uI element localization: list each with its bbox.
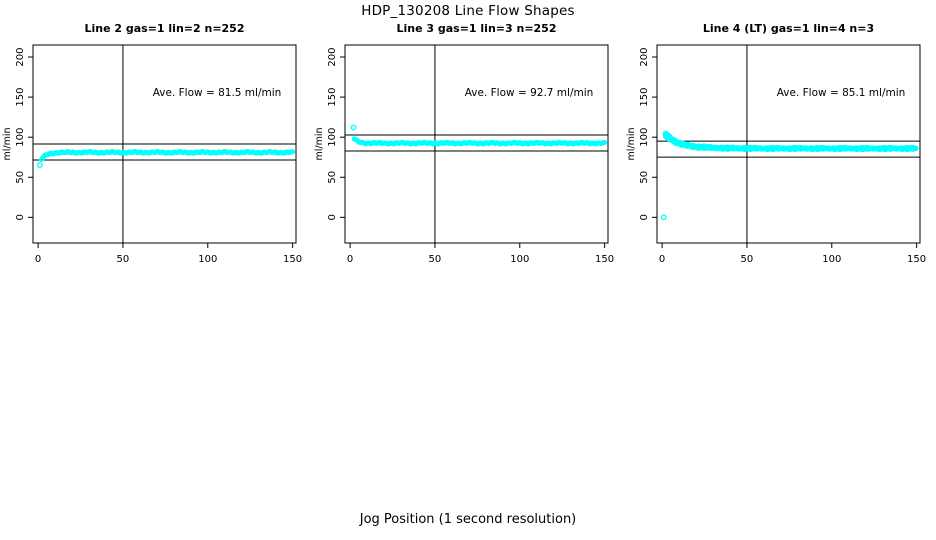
svg-text:200: 200	[639, 47, 650, 66]
y-tick-label: 50	[15, 171, 26, 184]
svg-text:150: 150	[327, 88, 338, 107]
plot-area: 0 50 100 150 0 50 100 150 200 ml/min Ave. Flow = 8…	[626, 44, 926, 265]
x-tick-label: 100	[198, 254, 217, 265]
y-tick-label: 50	[327, 171, 338, 184]
y-tick-label: 200	[15, 47, 26, 66]
y-axis-label: ml/min	[2, 127, 13, 160]
y-tick-label: 150	[327, 88, 338, 107]
y-axis-label: ml/min	[626, 127, 637, 160]
panel-title: Line 3 gas=1 lin=3 n=252	[396, 22, 557, 35]
x-tick-label: 0	[659, 254, 665, 265]
y-axis-ticks: 0 50 100 150 200	[15, 47, 33, 221]
axis-box	[344, 44, 609, 244]
plot-area: 0 50 100 150 0 50 100 150 200 ml/min Ave. Flow = 9…	[314, 44, 614, 265]
svg-text:100: 100	[327, 128, 338, 147]
x-tick-label: 0	[35, 254, 41, 265]
x-tick-label: 0	[347, 254, 353, 265]
x-axis-ticks: 0 50 100 150	[659, 243, 926, 265]
x-tick-label: 150	[907, 254, 926, 265]
data-points	[660, 130, 919, 221]
y-tick-label: 100	[639, 128, 650, 147]
x-tick-label: 50	[741, 254, 754, 265]
y-axis-label: ml/min	[314, 127, 325, 160]
svg-text:150: 150	[639, 88, 650, 107]
svg-text:200: 200	[15, 47, 26, 66]
x-tick-label: 50	[429, 254, 442, 265]
svg-text:0: 0	[639, 214, 650, 220]
axis-box	[656, 44, 921, 244]
data-points	[36, 149, 296, 169]
y-tick-label: 200	[327, 47, 338, 66]
svg-text:150: 150	[15, 88, 26, 107]
annotation-ave-flow: Ave. Flow = 92.7 ml/min	[465, 87, 594, 99]
outlier-point	[660, 214, 667, 221]
y-axis-ticks: 0 50 100 150 200	[639, 47, 657, 221]
svg-text:ml/min: ml/min	[626, 127, 637, 160]
x-tick-label: 100	[510, 254, 529, 265]
y-tick-label: 100	[15, 128, 26, 147]
y-tick-label: 150	[15, 88, 26, 107]
y-tick-label: 50	[639, 171, 650, 184]
x-tick-label: 100	[822, 254, 841, 265]
svg-text:0: 0	[15, 214, 26, 220]
svg-text:100: 100	[639, 128, 650, 147]
y-axis-ticks: 0 50 100 150 200	[327, 47, 345, 221]
outlier-point	[350, 124, 357, 131]
svg-text:0: 0	[327, 214, 338, 220]
svg-text:ml/min: ml/min	[2, 127, 13, 160]
outlier-point	[36, 162, 43, 169]
y-tick-label: 0	[327, 214, 338, 220]
x-tick-label: 150	[595, 254, 614, 265]
panel-line4: Line 4 (LT) gas=1 lin=4 n=3 0 50 100 150 0 50…	[624, 20, 936, 280]
x-tick-label: 150	[283, 254, 302, 265]
y-tick-label: 100	[327, 128, 338, 147]
y-tick-label: 150	[639, 88, 650, 107]
svg-text:50: 50	[639, 171, 650, 184]
panel-title: Line 4 (LT) gas=1 lin=4 n=3	[702, 22, 875, 35]
plot-container-line2: 0 50 100 150 0 50 100 150 200 ml/min Ave. Flow = 8…	[0, 38, 312, 276]
svg-text:100: 100	[15, 128, 26, 147]
x-axis-label: Jog Position (1 second resolution)	[359, 512, 577, 527]
figure-title: HDP_130208 Line Flow Shapes	[361, 3, 575, 19]
plot-area: 0 50 100 150 0 50 100 150 200 ml/min Ave. Flow = 8…	[2, 44, 302, 265]
panel-line3: Line 3 gas=1 lin=3 n=252 0 50 100 150 0 50 100…	[312, 20, 624, 280]
x-tick-label: 50	[117, 254, 130, 265]
data-points	[350, 124, 608, 147]
x-axis-ticks: 0 50 100 150	[347, 243, 614, 265]
annotation-ave-flow: Ave. Flow = 81.5 ml/min	[153, 87, 282, 99]
annotation-ave-flow: Ave. Flow = 85.1 ml/min	[777, 87, 906, 99]
svg-text:200: 200	[327, 47, 338, 66]
svg-text:ml/min: ml/min	[314, 127, 325, 160]
x-axis-ticks: 0 50 100 150	[35, 243, 302, 265]
y-tick-label: 200	[639, 47, 650, 66]
panel-line2: Line 2 gas=1 lin=2 n=252 0 50 100 150 0 50 100…	[0, 20, 312, 280]
panel-title: Line 2 gas=1 lin=2 n=252	[84, 22, 245, 35]
y-tick-label: 0	[639, 214, 650, 220]
svg-text:50: 50	[15, 171, 26, 184]
plot-container-line4: 0 50 100 150 0 50 100 150 200 ml/min Ave. Flow = 8…	[624, 38, 936, 276]
plot-container-line3: 0 50 100 150 0 50 100 150 200 ml/min Ave. Flow = 9…	[312, 38, 624, 276]
y-tick-label: 0	[15, 214, 26, 220]
svg-text:50: 50	[327, 171, 338, 184]
